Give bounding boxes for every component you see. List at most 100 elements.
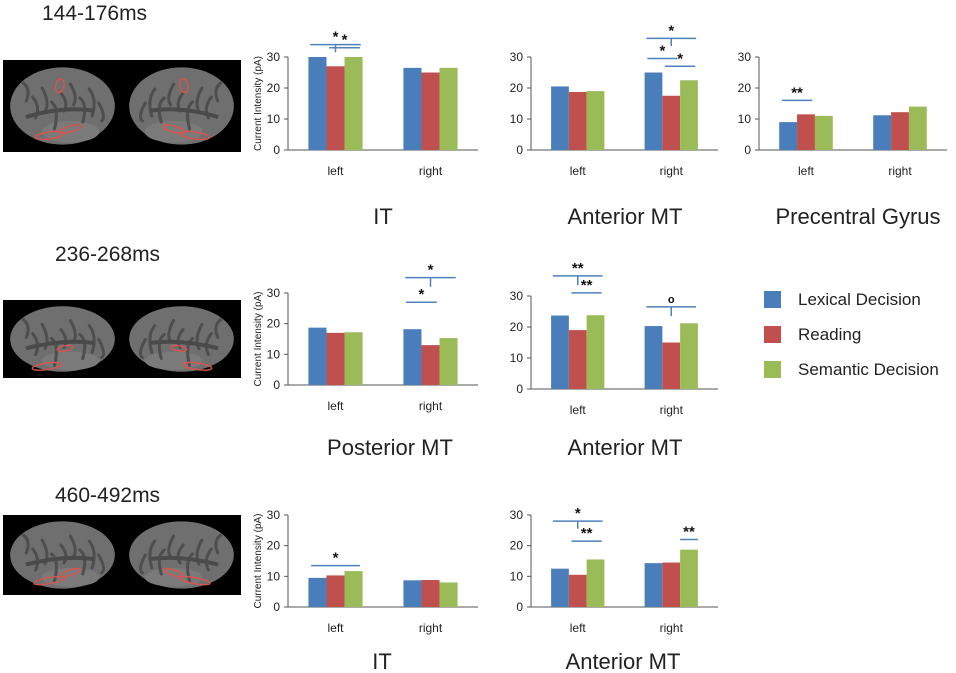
bar-right-lexical-decision xyxy=(403,329,422,385)
significance-marker: ** xyxy=(791,84,803,101)
sulcus xyxy=(148,324,157,354)
significance-marker: ** xyxy=(581,277,593,294)
sulcus xyxy=(21,81,30,103)
significance-marker: ** xyxy=(683,524,695,541)
x-tick-label: left xyxy=(327,399,344,413)
sulcus xyxy=(87,87,96,118)
chart-5: 0 10 20 30 left right **** o Anterior MT xyxy=(510,260,718,460)
sulcus xyxy=(97,553,106,575)
sulcus xyxy=(195,323,204,350)
left-hemisphere xyxy=(10,306,115,372)
brain-image-row1 xyxy=(3,60,241,152)
sulcus xyxy=(148,539,157,570)
x-tick-label: right xyxy=(660,164,684,178)
chart-title: IT xyxy=(372,649,392,673)
sulcus xyxy=(157,96,166,124)
y-tick-label: 20 xyxy=(267,539,281,553)
legend-label-lexical: Lexical Decision xyxy=(798,289,921,309)
legend-swatch-semantic xyxy=(764,361,781,378)
y-tick-label: 30 xyxy=(267,50,281,64)
sulcus xyxy=(87,324,96,354)
time-window-label-2: 236-268ms xyxy=(55,243,161,266)
bar-left-semantic-decision xyxy=(344,571,363,607)
bar-left-lexical-decision xyxy=(308,327,327,385)
y-tick-label: 30 xyxy=(510,289,524,303)
bar-right-lexical-decision xyxy=(644,72,663,150)
sulcus xyxy=(167,534,176,559)
legend-swatch-reading xyxy=(764,326,781,343)
significance-marker: * xyxy=(419,286,425,303)
y-tick-label: 0 xyxy=(516,600,523,614)
y-tick-label: 30 xyxy=(510,50,524,64)
bar-left-lexical-decision xyxy=(551,315,569,389)
y-tick-label: 10 xyxy=(510,351,524,365)
bar-right-semantic-decision xyxy=(439,338,458,385)
y-tick-label: 10 xyxy=(267,347,281,361)
y-axis-label: Current Intensity (pA) xyxy=(253,291,264,386)
bar-left-lexical-decision xyxy=(551,86,569,150)
sulcus xyxy=(78,96,87,124)
y-tick-label: 20 xyxy=(267,81,281,95)
bar-right-semantic-decision xyxy=(908,106,927,150)
bar-left-semantic-decision xyxy=(814,115,833,150)
roi-outline xyxy=(178,575,211,586)
bar-left-reading xyxy=(797,114,815,150)
left-hemisphere xyxy=(10,521,115,589)
right-hemisphere xyxy=(129,67,234,145)
y-tick-label: 30 xyxy=(267,508,281,522)
sulcus xyxy=(21,318,30,339)
sulcus xyxy=(138,101,147,123)
sulcus xyxy=(167,82,176,107)
y-tick-label: 0 xyxy=(516,143,523,157)
legend-label-semantic: Semantic Decision xyxy=(798,359,939,379)
roi-outline xyxy=(161,124,186,134)
bar-right-semantic-decision xyxy=(439,67,458,150)
y-tick-label: 10 xyxy=(510,569,524,583)
legend-item-semantic: Semantic Decision xyxy=(764,352,954,387)
right-hemisphere xyxy=(129,306,234,372)
sulcus xyxy=(176,543,185,565)
bar-right-lexical-decision xyxy=(873,115,892,150)
x-tick-label: left xyxy=(327,164,344,178)
y-tick-label: 10 xyxy=(267,112,281,126)
roi-outline xyxy=(170,344,188,352)
sulcus xyxy=(138,553,147,575)
bar-left-semantic-decision xyxy=(344,332,363,385)
bar-left-semantic-decision xyxy=(586,559,605,607)
brain-image-row2 xyxy=(3,300,241,378)
x-tick-label: left xyxy=(327,621,344,635)
left-hemisphere xyxy=(10,67,115,145)
y-tick-label: 0 xyxy=(516,382,523,396)
bar-left-lexical-decision xyxy=(551,568,569,607)
chart-title: IT xyxy=(373,204,393,229)
bar-right-lexical-decision xyxy=(403,580,422,607)
y-tick-label: 20 xyxy=(267,317,281,331)
x-tick-label: right xyxy=(660,403,684,417)
significance-marker: * xyxy=(668,22,674,39)
sulcus xyxy=(214,533,223,555)
x-tick-label: right xyxy=(660,621,684,635)
bar-right-reading xyxy=(662,95,681,150)
legend-swatch-lexical xyxy=(764,291,781,308)
y-tick-label: 10 xyxy=(267,569,281,583)
chart-title: Anterior MT xyxy=(568,204,683,229)
lateral-sulcus xyxy=(149,555,219,567)
brain-image-row3 xyxy=(3,515,241,595)
bar-left-reading xyxy=(326,66,345,150)
sulcus xyxy=(50,552,58,583)
significance-marker: * xyxy=(575,505,581,522)
y-tick-label: 0 xyxy=(744,143,751,157)
x-tick-label: left xyxy=(570,164,587,178)
lateral-sulcus xyxy=(149,339,219,351)
significance-marker: * xyxy=(428,262,434,279)
x-tick-label: right xyxy=(888,164,912,178)
sulcus xyxy=(97,101,106,123)
bar-left-reading xyxy=(568,574,587,607)
sulcus xyxy=(68,82,77,107)
bar-left-semantic-decision xyxy=(586,315,605,389)
